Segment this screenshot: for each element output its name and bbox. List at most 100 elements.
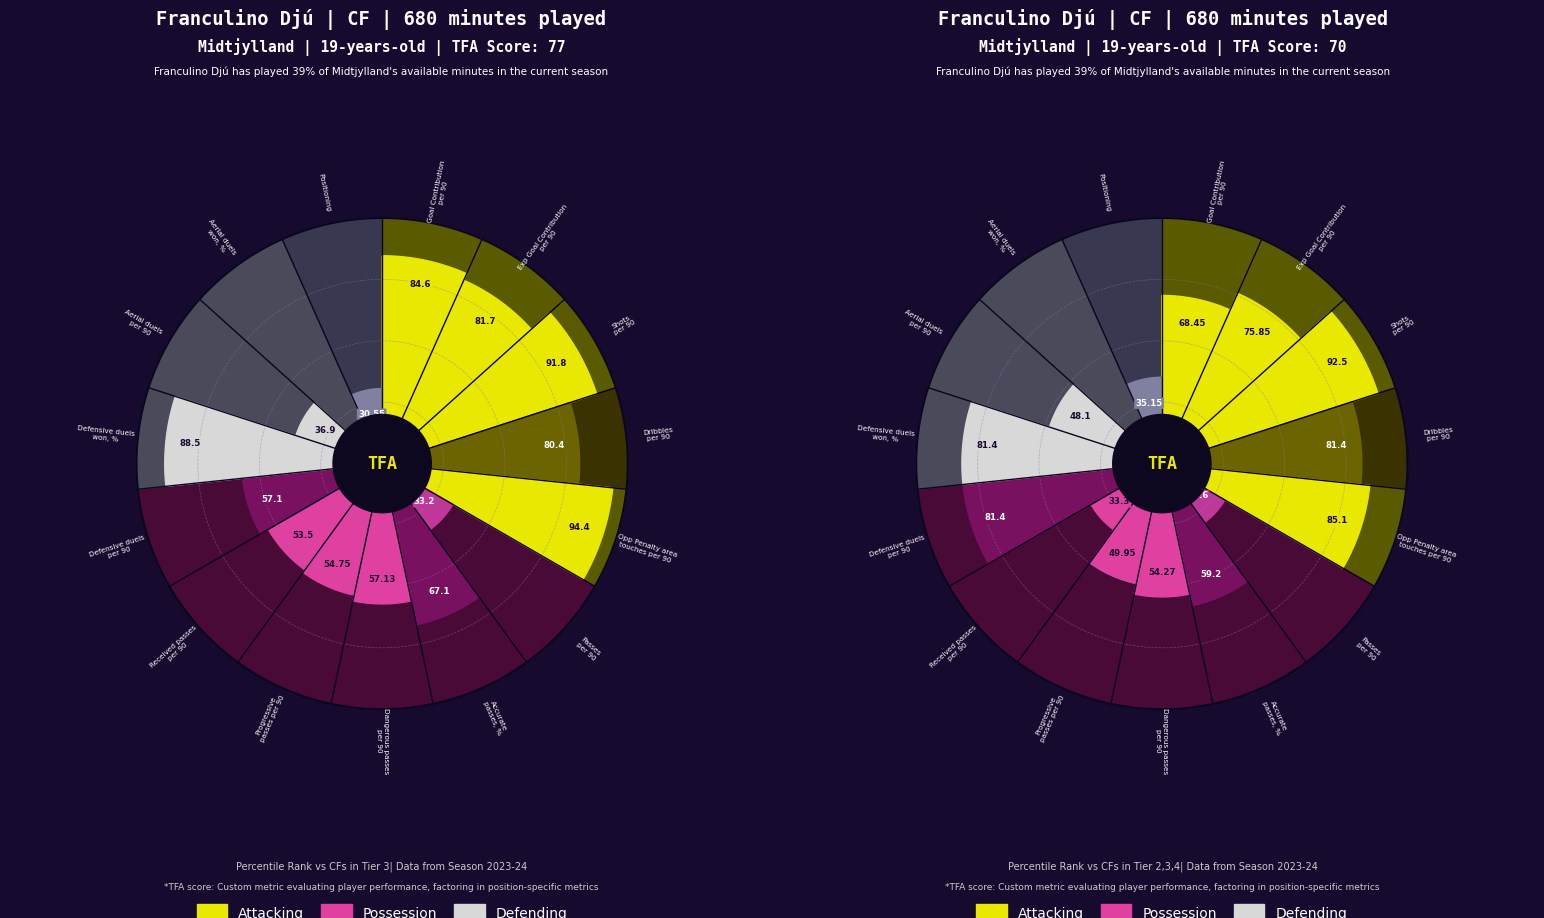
Text: Passes
per 90: Passes per 90 [1354,636,1382,662]
Legend: Attacking, Possession, Defending: Attacking, Possession, Defending [971,899,1353,918]
Text: TFA: TFA [1147,454,1177,473]
Polygon shape [352,388,383,464]
Polygon shape [354,464,411,604]
Legend: Attacking, Possession, Defending: Attacking, Possession, Defending [191,899,573,918]
Polygon shape [383,218,482,464]
Polygon shape [1163,311,1377,464]
Polygon shape [1163,464,1370,568]
Polygon shape [371,450,383,464]
Polygon shape [950,464,1163,662]
Polygon shape [330,464,434,710]
Polygon shape [979,240,1163,464]
Polygon shape [1163,299,1396,464]
Text: 6.2: 6.2 [363,443,378,453]
Polygon shape [1163,387,1408,489]
Polygon shape [383,464,627,587]
Text: Franculino Djú has played 39% of Midtjylland's available minutes in the current : Franculino Djú has played 39% of Midtjyl… [154,66,608,76]
Text: 57.1: 57.1 [261,495,283,504]
Polygon shape [1050,385,1163,464]
Polygon shape [1062,218,1163,464]
Text: Positioning: Positioning [318,173,332,212]
Text: 54.27: 54.27 [1149,568,1175,577]
Polygon shape [383,464,479,625]
Polygon shape [296,403,383,464]
Polygon shape [1163,464,1374,662]
Text: 81.4: 81.4 [1326,441,1346,450]
Polygon shape [1092,464,1163,530]
Text: Received passes
per 90: Received passes per 90 [150,624,202,674]
Polygon shape [1127,377,1163,464]
Polygon shape [137,464,383,587]
Polygon shape [963,464,1163,564]
Polygon shape [383,464,452,530]
Polygon shape [928,299,1163,464]
Polygon shape [242,464,383,533]
Text: 36.9: 36.9 [315,426,335,435]
Polygon shape [1163,296,1231,464]
Polygon shape [1163,218,1261,464]
Polygon shape [136,387,383,489]
Circle shape [1113,414,1210,513]
Text: 94.4: 94.4 [568,523,590,532]
Polygon shape [303,464,383,595]
Polygon shape [1090,464,1163,584]
Polygon shape [1163,464,1248,606]
Polygon shape [148,299,383,464]
Text: 35.15: 35.15 [1135,398,1163,408]
Text: Percentile Rank vs CFs in Tier 3| Data from Season 2023-24: Percentile Rank vs CFs in Tier 3| Data f… [236,861,527,871]
Text: 92.5: 92.5 [1326,358,1348,367]
Text: Franculino Djú | CF | 680 minutes played: Franculino Djú | CF | 680 minutes played [156,9,607,30]
Text: 85.1: 85.1 [1326,516,1348,525]
Polygon shape [917,464,1163,587]
Polygon shape [269,464,383,570]
Polygon shape [1017,464,1163,704]
Polygon shape [1135,464,1189,597]
Text: 49.95: 49.95 [1109,549,1136,558]
Text: Dangerous passes
per 90: Dangerous passes per 90 [375,708,389,774]
Text: Exp Goal Contribution
per 90: Exp Goal Contribution per 90 [1297,203,1354,274]
Polygon shape [383,256,466,464]
Polygon shape [1163,464,1306,704]
Text: Dribbles
per 90: Dribbles per 90 [1422,427,1453,442]
Text: Accurate
passes, %: Accurate passes, % [1261,698,1288,736]
Text: Aerial duels
won, %: Aerial duels won, % [201,218,236,260]
Text: Franculino Djú has played 39% of Midtjylland's available minutes in the current : Franculino Djú has played 39% of Midtjyl… [936,66,1390,76]
Polygon shape [383,240,565,464]
Text: Defensive duels
per 90: Defensive duels per 90 [88,534,148,565]
Polygon shape [916,387,1163,489]
Text: 81.4: 81.4 [984,513,1005,522]
Text: TFA: TFA [367,454,397,473]
Text: *TFA score: Custom metric evaluating player performance, factoring in position-s: *TFA score: Custom metric evaluating pla… [945,883,1380,892]
Polygon shape [383,464,594,662]
Polygon shape [165,397,383,487]
Text: 7.4: 7.4 [1143,442,1158,452]
Text: 57.13: 57.13 [369,575,395,584]
Text: 91.8: 91.8 [545,359,567,367]
Polygon shape [383,464,613,579]
Text: Defensive duels
won, %: Defensive duels won, % [857,425,916,444]
Polygon shape [238,464,383,704]
Polygon shape [1163,464,1407,587]
Text: Percentile Rank vs CFs in Tier 2,3,4| Data from Season 2023-24: Percentile Rank vs CFs in Tier 2,3,4| Da… [1008,861,1317,871]
Text: 81.4: 81.4 [977,441,997,450]
Polygon shape [962,402,1163,485]
Text: Aerial duels
per 90: Aerial duels per 90 [120,308,164,341]
Text: Midtjylland | 19-years-old | TFA Score: 70: Midtjylland | 19-years-old | TFA Score: … [979,39,1346,56]
Polygon shape [1163,464,1224,522]
Polygon shape [283,218,383,464]
Polygon shape [383,299,616,464]
Text: Shots
per 90: Shots per 90 [1388,313,1416,336]
Text: Franculino Djú | CF | 680 minutes played: Franculino Djú | CF | 680 minutes played [937,9,1388,30]
Text: Dribbles
per 90: Dribbles per 90 [642,427,673,442]
Text: Aerial duels
per 90: Aerial duels per 90 [900,308,943,341]
Polygon shape [1163,294,1300,464]
Text: Midtjylland | 19-years-old | TFA Score: 77: Midtjylland | 19-years-old | TFA Score: … [198,39,565,56]
Polygon shape [383,464,527,704]
Text: *TFA score: Custom metric evaluating player performance, factoring in position-s: *TFA score: Custom metric evaluating pla… [164,883,599,892]
Text: 59.2: 59.2 [1200,569,1221,578]
Polygon shape [383,387,628,489]
Text: Defensive duels
won, %: Defensive duels won, % [77,425,136,444]
Text: Shots
per 90: Shots per 90 [608,313,636,336]
Text: 80.4: 80.4 [543,441,565,450]
Text: 81.7: 81.7 [476,317,497,326]
